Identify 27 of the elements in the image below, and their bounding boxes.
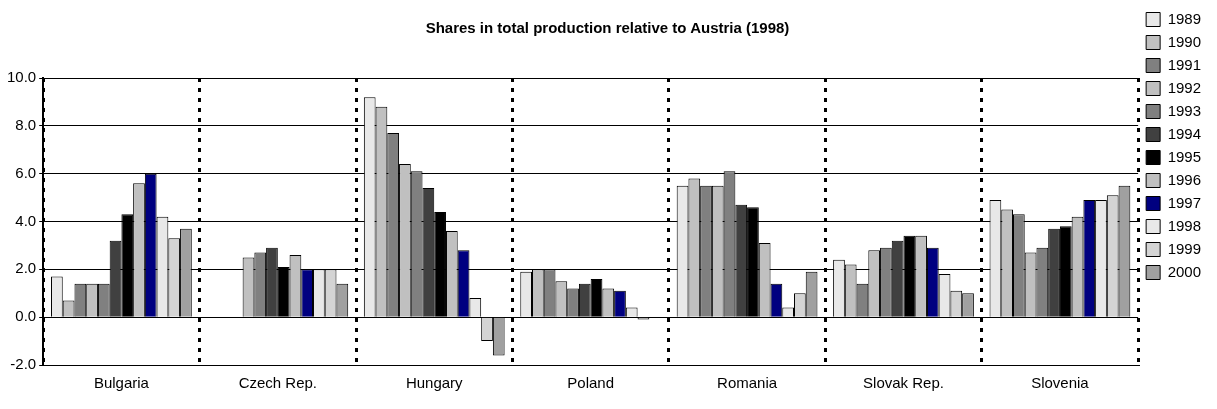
y-tick-label: 0.0 [15, 307, 37, 325]
x-tick-label: Bulgaria [93, 374, 150, 392]
legend-label: 1995 [1167, 147, 1202, 165]
legend-label: 1990 [1167, 32, 1202, 50]
x-tick-label: Hungary [405, 374, 464, 392]
x-tick-label: Slovak Rep. [863, 374, 944, 392]
x-tick-label: Czech Rep. [238, 374, 318, 392]
legend-label: 1998 [1167, 216, 1202, 234]
legend-label: 1991 [1167, 55, 1202, 73]
y-tick-label: 2.0 [15, 259, 37, 277]
legend-label: 1997 [1167, 193, 1202, 211]
x-tick-label: Slovenia [1031, 374, 1090, 392]
chart-title: Shares in total production relative to Austria (1998) [425, 19, 790, 37]
legend-label: 1989 [1167, 9, 1202, 27]
y-tick-label: 6.0 [15, 163, 37, 181]
legend-label: 1996 [1167, 170, 1202, 188]
y-tick-label: 10.0 [6, 68, 37, 86]
legend-label: 2000 [1167, 262, 1202, 280]
legend-label: 1994 [1167, 124, 1202, 142]
y-tick-label: 8.0 [15, 115, 37, 133]
legend-label: 1993 [1167, 101, 1202, 119]
x-tick-label: Romania [717, 374, 778, 392]
y-tick-label: 4.0 [15, 211, 37, 229]
y-tick-label: -2.0 [10, 355, 37, 373]
legend-label: 1992 [1167, 78, 1202, 96]
x-tick-label: Poland [567, 374, 615, 392]
legend-label: 1999 [1167, 239, 1202, 257]
